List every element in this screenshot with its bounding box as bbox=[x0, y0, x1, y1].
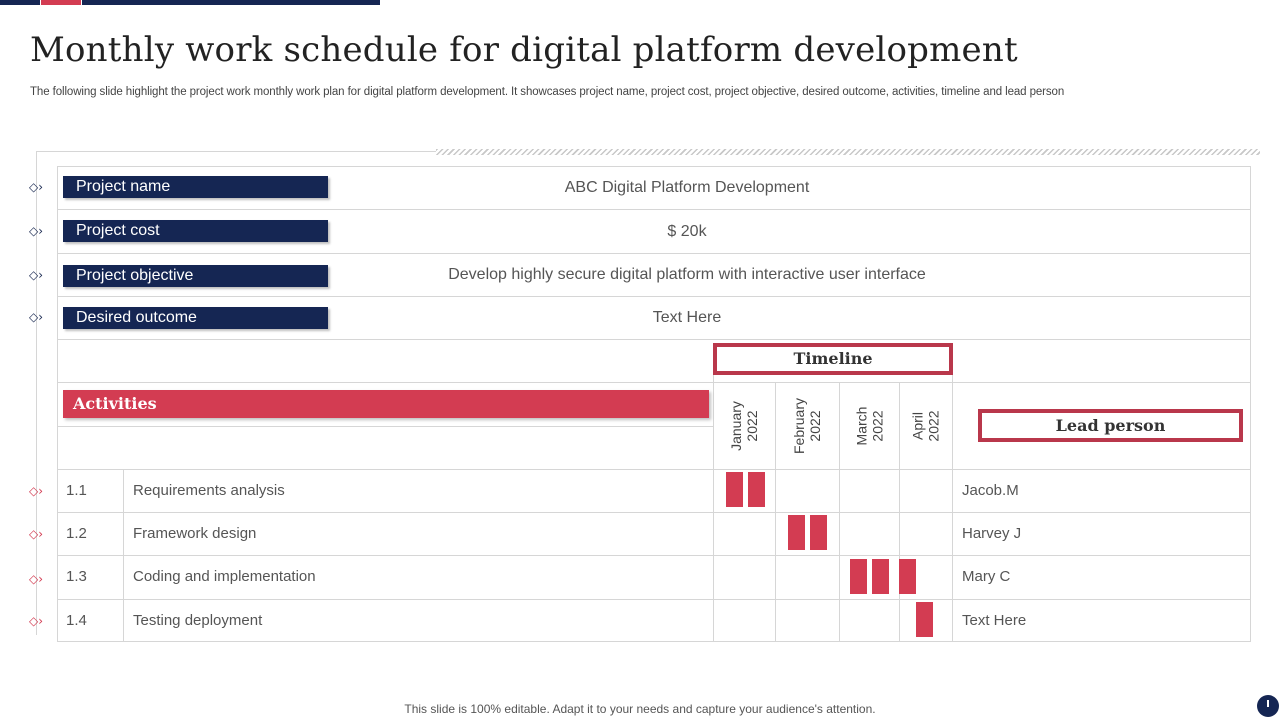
project-objective-label: Project objective bbox=[63, 265, 328, 287]
task-id: 1.1 bbox=[66, 482, 87, 499]
gantt-bar bbox=[872, 559, 889, 594]
divider bbox=[36, 151, 436, 152]
column-divider bbox=[899, 382, 900, 642]
timeline-spine bbox=[36, 151, 37, 635]
diamond-arrow-icon: ◇› bbox=[29, 614, 44, 628]
clock-icon bbox=[1257, 695, 1279, 717]
task-id: 1.3 bbox=[66, 568, 87, 585]
gantt-bar bbox=[726, 472, 743, 507]
row-divider bbox=[57, 296, 1251, 297]
diamond-arrow-icon: ◇› bbox=[29, 180, 44, 194]
diamond-arrow-icon: ◇› bbox=[29, 527, 44, 541]
row-divider bbox=[57, 512, 1251, 513]
column-divider bbox=[713, 375, 714, 642]
task-name: Requirements analysis bbox=[133, 482, 285, 499]
project-cost-value: $ 20k bbox=[667, 223, 707, 240]
task-id: 1.4 bbox=[66, 612, 87, 629]
month-january: January 2022 bbox=[728, 401, 760, 451]
schedule-table bbox=[57, 166, 1251, 642]
diamond-arrow-icon: ◇› bbox=[29, 572, 44, 586]
diamond-arrow-icon: ◇› bbox=[29, 484, 44, 498]
task-name: Framework design bbox=[133, 525, 257, 542]
task-lead: Harvey J bbox=[962, 525, 1022, 542]
row-divider bbox=[57, 599, 1251, 600]
task-lead: Mary C bbox=[962, 568, 1011, 585]
task-lead: Text Here bbox=[962, 612, 1027, 629]
timeline-header: Timeline bbox=[713, 343, 953, 375]
diamond-arrow-icon: ◇› bbox=[29, 268, 44, 282]
gantt-bar bbox=[899, 559, 916, 594]
column-divider bbox=[775, 382, 776, 642]
page-title: Monthly work schedule for digital platfo… bbox=[30, 30, 1018, 70]
page-subtitle: The following slide highlight the projec… bbox=[30, 86, 1065, 98]
gantt-bar bbox=[748, 472, 765, 507]
project-cost-label: Project cost bbox=[63, 220, 328, 242]
month-february: February 2022 bbox=[791, 397, 823, 455]
task-lead: Jacob.M bbox=[962, 482, 1019, 499]
row-divider bbox=[57, 426, 713, 427]
row-divider bbox=[57, 555, 1251, 556]
row-divider bbox=[57, 209, 1251, 210]
row-divider bbox=[57, 382, 1251, 383]
desired-outcome-label: Desired outcome bbox=[63, 307, 328, 329]
project-name-label: Project name bbox=[63, 176, 328, 198]
row-divider bbox=[57, 469, 1251, 470]
hatch-divider bbox=[436, 149, 1260, 155]
desired-outcome-value: Text Here bbox=[652, 309, 722, 326]
footer-note: This slide is 100% editable. Adapt it to… bbox=[404, 702, 876, 716]
diamond-arrow-icon: ◇› bbox=[29, 310, 44, 324]
month-april: April 2022 bbox=[909, 410, 942, 442]
gantt-bar bbox=[850, 559, 867, 594]
row-divider bbox=[57, 339, 1251, 340]
task-name: Coding and implementation bbox=[133, 568, 316, 585]
column-divider bbox=[839, 382, 840, 642]
gantt-bar bbox=[810, 515, 827, 550]
column-divider bbox=[952, 375, 953, 642]
project-name-value: ABC Digital Platform Development bbox=[564, 179, 810, 196]
diamond-arrow-icon: ◇› bbox=[29, 224, 44, 238]
gantt-bar bbox=[916, 602, 933, 637]
activities-header: Activities bbox=[63, 390, 709, 418]
lead-person-header: Lead person bbox=[978, 409, 1243, 442]
column-divider bbox=[123, 469, 124, 642]
month-march: March 2022 bbox=[853, 406, 885, 446]
row-divider bbox=[57, 253, 1251, 254]
task-id: 1.2 bbox=[66, 525, 87, 542]
task-name: Testing deployment bbox=[133, 612, 263, 629]
project-objective-value: Develop highly secure digital platform w… bbox=[448, 266, 926, 283]
gantt-bar bbox=[788, 515, 805, 550]
